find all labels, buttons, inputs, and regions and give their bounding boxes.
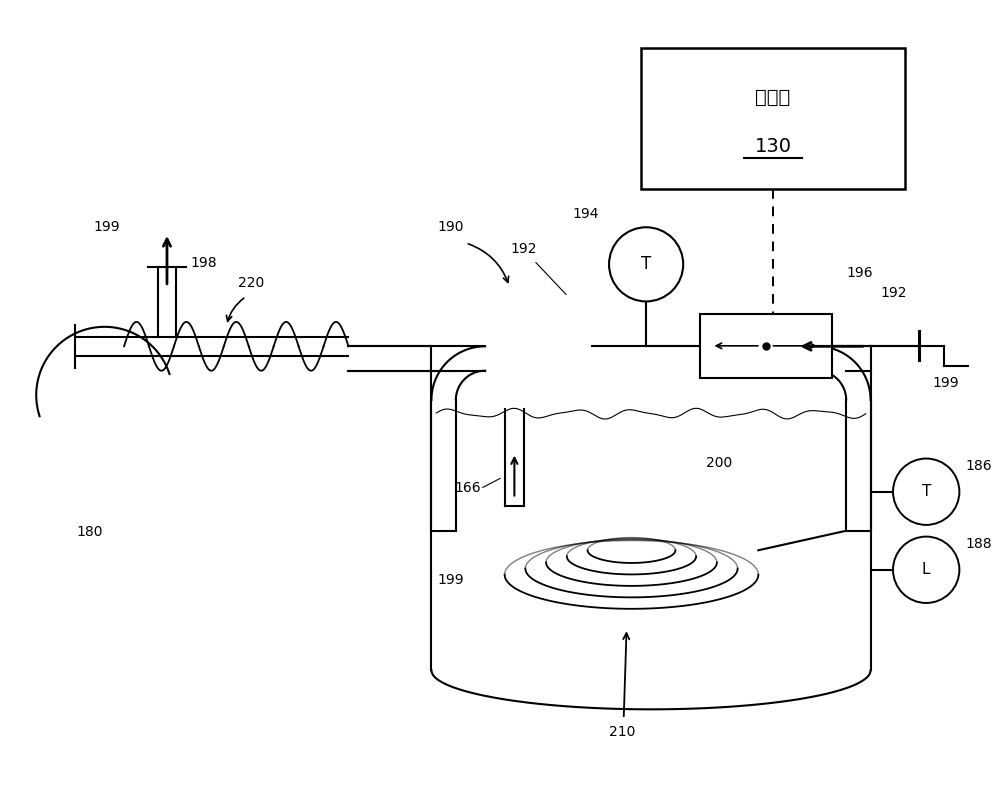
Text: 188: 188 [965,537,992,551]
Text: 199: 199 [438,574,464,587]
Text: 194: 194 [572,206,599,221]
Text: 192: 192 [880,285,907,300]
Text: 166: 166 [454,481,481,495]
Text: 180: 180 [77,525,103,539]
Circle shape [893,459,959,525]
Circle shape [609,227,683,301]
Text: T: T [641,256,651,273]
Text: 210: 210 [609,725,635,739]
Text: 192: 192 [511,241,537,256]
Text: T: T [922,484,931,499]
Bar [641,48,905,189]
Text: L: L [922,562,930,578]
Bar [700,314,832,378]
Text: 190: 190 [438,221,464,234]
Text: 199: 199 [932,376,959,390]
Text: 186: 186 [965,459,992,473]
Text: 200: 200 [706,456,732,471]
Text: 220: 220 [238,276,264,290]
Text: 198: 198 [191,256,217,270]
Text: 196: 196 [846,266,873,280]
Text: 199: 199 [93,221,120,234]
Circle shape [893,537,959,603]
Text: 130: 130 [754,137,791,157]
Text: 控制器: 控制器 [755,88,791,107]
